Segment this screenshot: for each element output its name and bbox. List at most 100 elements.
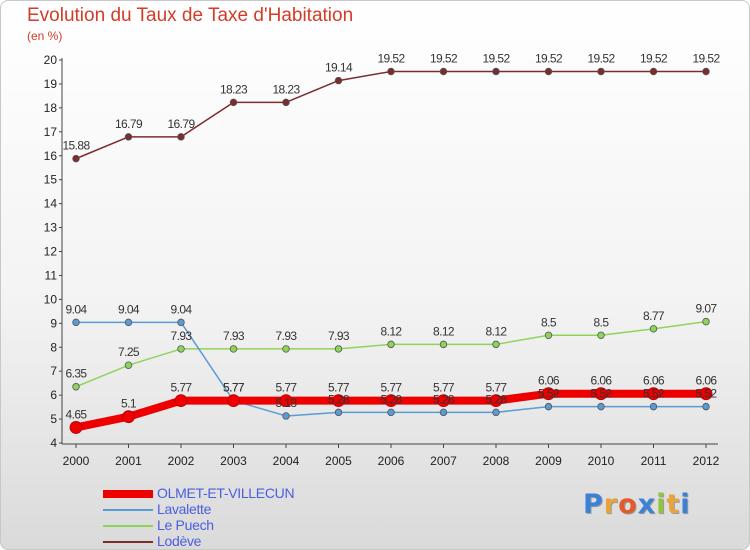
data-point (332, 394, 345, 408)
data-point (649, 67, 658, 76)
logo-letter: r (603, 489, 619, 520)
data-point (177, 318, 185, 327)
x-tick-label: 2010 (588, 454, 615, 468)
data-label: 5.28 (433, 392, 455, 406)
data-point (492, 340, 500, 349)
x-tick-label: 2012 (693, 454, 720, 468)
y-tick-label: 17 (44, 125, 58, 139)
legend-label-lodeve: Lodève (157, 533, 202, 549)
data-point (387, 408, 395, 417)
data-point (177, 345, 185, 353)
data-label: 8.12 (486, 324, 508, 338)
x-tick-label: 2005 (325, 454, 352, 468)
data-label: 18.23 (220, 82, 248, 96)
y-tick-label: 15 (44, 173, 58, 187)
data-label: 8.5 (594, 315, 610, 329)
data-label: 5.52 (538, 387, 560, 401)
data-label: 15.88 (62, 139, 90, 153)
data-point (174, 394, 188, 408)
data-point (702, 402, 710, 411)
data-label: 18.23 (272, 82, 300, 96)
x-tick-label: 2004 (273, 454, 300, 468)
logo-letter: o (618, 489, 638, 520)
x-tick-label: 2001 (115, 454, 142, 468)
data-point (542, 387, 555, 401)
data-label: 9.04 (66, 302, 88, 316)
data-label: 9.04 (171, 302, 193, 316)
x-tick-label: 2011 (641, 454, 667, 468)
y-tick-label: 5 (50, 412, 57, 426)
data-label: 8.12 (381, 324, 403, 338)
data-point (649, 325, 658, 333)
data-point (334, 345, 343, 353)
legend-swatch-lodeve (103, 541, 153, 543)
data-point (279, 394, 293, 408)
x-tick-label: 2003 (220, 454, 247, 468)
data-point (439, 408, 448, 417)
logo-letter: x (637, 489, 657, 520)
x-tick-label: 2009 (535, 454, 562, 468)
data-point (72, 318, 80, 327)
data-point (699, 387, 713, 401)
y-tick-label: 9 (50, 316, 57, 330)
chart-title: Evolution du Taux de Taxe d'Habitation (27, 5, 354, 26)
data-label: 7.93 (223, 329, 245, 343)
data-label: 5.77 (486, 381, 508, 395)
x-tick-label: 2002 (168, 454, 195, 468)
data-label: 5.13 (276, 396, 298, 410)
data-point (702, 317, 710, 326)
data-label: 7.25 (118, 345, 140, 359)
data-label: 6.06 (643, 374, 665, 388)
data-label: 5.77 (433, 381, 455, 395)
data-point (122, 410, 135, 424)
y-tick-label: 12 (44, 245, 58, 259)
legend-label-le-puech: Le Puech (157, 517, 214, 533)
data-point (649, 402, 658, 411)
data-label: 6.35 (66, 367, 88, 381)
logo-letter: P (583, 489, 604, 520)
data-point (702, 67, 710, 76)
data-label: 19.52 (377, 51, 405, 65)
data-label: 8.12 (433, 324, 455, 338)
data-label: 5.1 (121, 397, 137, 411)
proxiti-logo: Proxiti (583, 489, 691, 520)
data-point (439, 340, 448, 349)
data-point (124, 318, 133, 327)
legend-swatch-olmet (103, 490, 153, 498)
data-label: 5.77 (328, 381, 350, 395)
data-label: 7.93 (171, 329, 193, 343)
data-point (72, 154, 80, 163)
data-point (384, 394, 398, 408)
data-label: 5.52 (643, 387, 665, 401)
logo-letter: t (666, 489, 681, 520)
data-label: 5.28 (486, 392, 508, 406)
data-label: 7.93 (276, 329, 298, 343)
data-label: 19.52 (430, 51, 458, 65)
legend-swatch-lavalette (103, 509, 153, 511)
data-label: 5.77 (276, 381, 298, 395)
data-label: 16.79 (167, 117, 195, 131)
data-point (387, 67, 395, 76)
x-tick-label: 2008 (483, 454, 510, 468)
data-label: 6.06 (591, 374, 613, 388)
y-tick-label: 7 (50, 364, 57, 378)
legend-swatch-le-puech (103, 525, 153, 527)
data-point (334, 408, 343, 417)
data-label: 19.52 (482, 51, 510, 65)
y-tick-label: 20 (44, 53, 58, 67)
data-label: 16.79 (115, 117, 143, 131)
data-point (72, 383, 80, 391)
data-point (439, 67, 448, 76)
y-tick-label: 11 (45, 268, 58, 282)
data-point (544, 331, 553, 339)
chart-subtitle: (en %) (27, 29, 63, 43)
data-point (597, 67, 605, 76)
y-tick-label: 14 (44, 197, 58, 211)
data-label: 6.06 (696, 374, 718, 388)
data-point (437, 394, 450, 408)
data-point (282, 98, 290, 107)
data-point (597, 331, 605, 339)
data-point (124, 133, 133, 141)
data-point (544, 67, 553, 76)
